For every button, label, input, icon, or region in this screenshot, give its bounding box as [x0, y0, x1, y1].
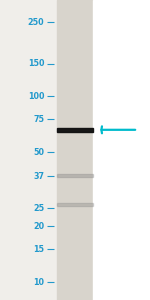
Text: 100: 100 — [28, 92, 44, 101]
Text: 15: 15 — [33, 245, 44, 254]
Text: 250: 250 — [28, 18, 44, 27]
Text: 150: 150 — [28, 59, 44, 68]
Text: 50: 50 — [33, 148, 44, 157]
Bar — [57, 0, 93, 300]
Text: 37: 37 — [33, 172, 44, 181]
Bar — [93, 0, 150, 300]
Bar — [57, 174, 93, 177]
Bar — [57, 128, 93, 132]
Text: 25: 25 — [33, 204, 44, 213]
Bar — [57, 203, 93, 206]
Text: 20: 20 — [33, 222, 44, 231]
Text: 75: 75 — [33, 115, 44, 124]
Text: 10: 10 — [33, 278, 44, 286]
